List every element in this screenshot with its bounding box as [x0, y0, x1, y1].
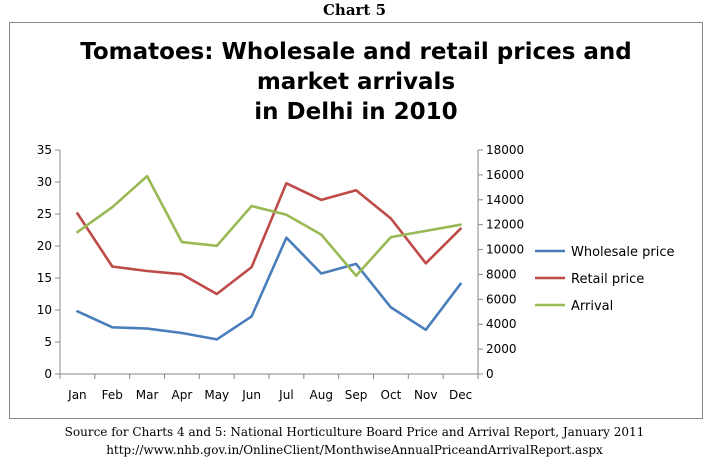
- left-tick-label: 5: [44, 335, 52, 349]
- x-tick-label: Aug: [310, 388, 333, 402]
- x-tick-label: Jan: [67, 388, 87, 402]
- x-tick-label: May: [204, 388, 229, 402]
- right-tick-label: 14000: [486, 193, 524, 207]
- right-tick-label: 10000: [486, 243, 524, 257]
- x-tick-label: Apr: [172, 388, 193, 402]
- series-line-wholesale-price: [76, 236, 462, 341]
- x-tick-label: Jul: [278, 388, 293, 402]
- legend-label: Arrival: [571, 299, 613, 314]
- x-tick-label: Oct: [381, 388, 402, 402]
- series-line-retail-price: [76, 182, 462, 296]
- left-tick-label: 20: [37, 239, 52, 253]
- right-tick-label: 2000: [486, 342, 517, 356]
- legend-label: Retail price: [571, 272, 644, 287]
- right-tick-label: 12000: [486, 218, 524, 232]
- source-url: http://www.nhb.gov.in/OnlineClient/Month…: [106, 443, 603, 457]
- chart-title-line: market arrivals: [257, 69, 455, 95]
- x-tick-label: Mar: [136, 388, 159, 402]
- x-tick-label: Nov: [414, 388, 437, 402]
- right-tick-label: 8000: [486, 267, 517, 281]
- left-tick-label: 15: [37, 271, 52, 285]
- chart-title-line: in Delhi in 2010: [254, 99, 457, 125]
- source-note: Source for Charts 4 and 5: National Hort…: [64, 425, 645, 439]
- right-tick-label: 16000: [486, 168, 524, 182]
- x-tick-label: Sep: [345, 388, 368, 402]
- right-tick-label: 4000: [486, 317, 517, 331]
- chart-caption: Chart 5: [322, 1, 387, 19]
- right-tick-label: 0: [486, 367, 494, 381]
- x-tick-label: Feb: [102, 388, 123, 402]
- line-chart: Tomatoes: Wholesale and retail prices an…: [37, 39, 675, 402]
- chart-area: Tomatoes: Wholesale and retail prices an…: [9, 22, 703, 419]
- right-tick-label: 18000: [486, 143, 524, 157]
- series-line-arrival: [76, 174, 462, 277]
- right-tick-label: 6000: [486, 292, 517, 306]
- legend-label: Wholesale price: [571, 245, 675, 260]
- left-tick-label: 25: [37, 207, 52, 221]
- x-tick-label: Dec: [449, 388, 472, 402]
- left-tick-label: 30: [37, 175, 52, 189]
- left-tick-label: 35: [37, 143, 52, 157]
- chart-title-line: Tomatoes: Wholesale and retail prices an…: [80, 39, 632, 65]
- left-tick-label: 10: [37, 303, 52, 317]
- left-tick-label: 0: [44, 367, 52, 381]
- x-tick-label: Jun: [241, 388, 261, 402]
